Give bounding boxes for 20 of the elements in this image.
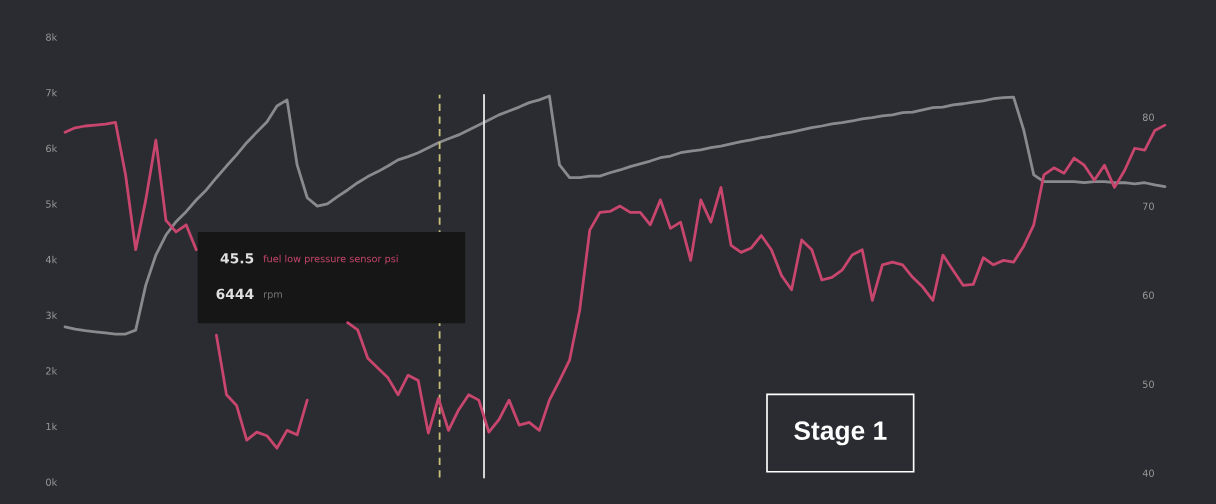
y2-tick-label: 70 [1143,202,1154,210]
annotation: 6444 [216,288,254,300]
y-tick-label: 5k [46,200,58,208]
y-tick-label: 1k [46,422,58,431]
y-tick-label: 6k [46,144,58,153]
y-tick-label: 7k [46,88,58,97]
text: rpm [264,292,282,300]
y-tick-label: 4k [45,255,58,264]
y-tick-label: 0k [46,478,58,486]
y2-tick-label: 50 [1142,380,1154,388]
y-tick-label: 8k [46,33,58,41]
y2-tick-label: 60 [1142,291,1154,299]
y-tick-label: 2k [46,367,58,375]
y-tick-label: 3k [46,311,58,319]
line-series [63,94,1167,336]
annotation: 45.5 [220,253,254,264]
y2-tick-label: 80 [1142,113,1154,121]
y2-tick-label: 40 [1142,469,1154,477]
text: fuel low pressure sensor psi [263,254,398,265]
annotation: Stage 1 [794,421,887,446]
